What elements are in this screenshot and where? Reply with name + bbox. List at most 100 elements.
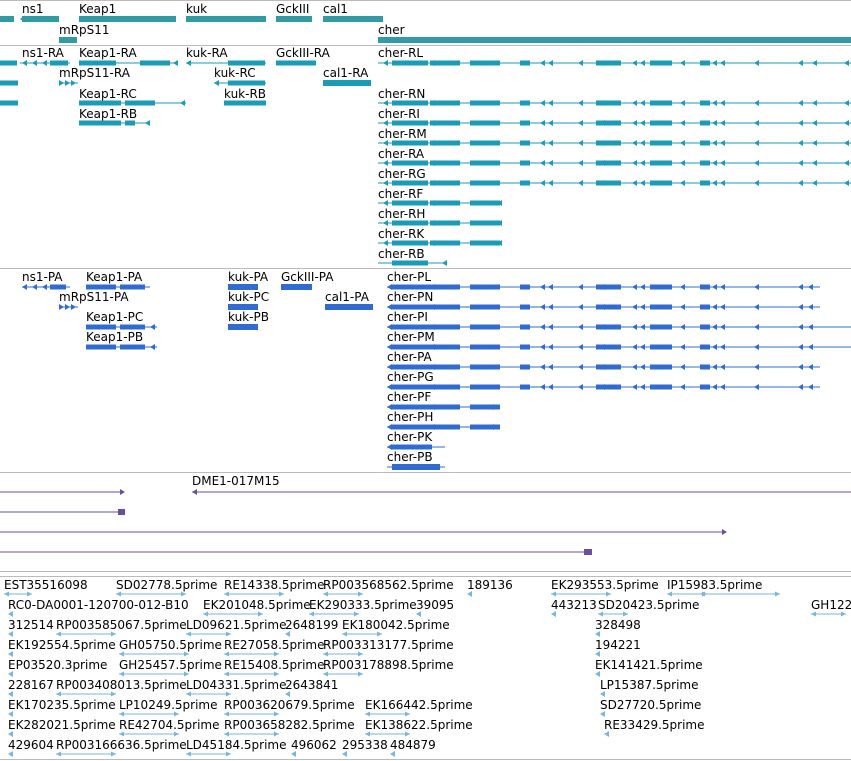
est-marker[interactable]	[119, 671, 124, 677]
protein-segment-gckiii-pa[interactable]	[281, 284, 312, 290]
transcript-strand-arrow[interactable]	[798, 60, 803, 66]
est-label[interactable]: 2648199	[285, 618, 339, 632]
est-marker[interactable]	[184, 651, 189, 657]
protein-label-cher-pb[interactable]: cher-PB	[387, 450, 433, 464]
transcript-exon[interactable]	[650, 160, 672, 166]
transcript-exon-cal1-ra[interactable]	[323, 80, 371, 86]
protein-segment[interactable]	[700, 284, 710, 290]
est-label[interactable]: 194221	[595, 638, 641, 652]
transcript-strand-arrow[interactable]	[71, 80, 76, 86]
transcript-strand-arrow[interactable]	[497, 240, 502, 246]
transcript-strand-arrow[interactable]	[632, 180, 637, 186]
protein-strand-arrow[interactable]	[720, 284, 725, 290]
protein-strand-arrow[interactable]	[578, 384, 583, 390]
est-label[interactable]: LP10249.5prime	[119, 698, 218, 712]
protein-strand-arrow[interactable]	[548, 384, 553, 390]
protein-label-cher-pi[interactable]: cher-PI	[387, 310, 428, 324]
est-marker[interactable]	[119, 731, 124, 737]
transcript-strand-arrow[interactable]	[632, 140, 637, 146]
protein-strand-arrow[interactable]	[754, 304, 759, 310]
transcript-exon[interactable]	[650, 100, 672, 106]
transcript-exon[interactable]	[700, 60, 710, 66]
est-marker[interactable]	[203, 611, 208, 617]
transcript-strand-arrow[interactable]	[640, 60, 645, 66]
protein-strand-arrow[interactable]	[32, 284, 37, 290]
protein-strand-arrow[interactable]	[150, 324, 155, 330]
protein-strand-arrow[interactable]	[808, 384, 813, 390]
est-label[interactable]: 228167	[8, 678, 54, 692]
transcript-exon[interactable]	[430, 200, 460, 206]
protein-segment[interactable]	[520, 304, 530, 310]
protein-strand-arrow[interactable]	[548, 364, 553, 370]
protein-segment[interactable]	[430, 364, 460, 370]
protein-label-ns1-pa[interactable]: ns1-PA	[22, 270, 63, 284]
transcript-strand-arrow[interactable]	[383, 180, 388, 186]
protein-strand-arrow[interactable]	[720, 364, 725, 370]
transcript-strand-arrow[interactable]	[844, 160, 849, 166]
transcript-exon[interactable]	[125, 120, 135, 126]
transcript-label-kuk-rc[interactable]: kuk-RC	[214, 66, 256, 80]
transcript-exon[interactable]	[140, 60, 170, 66]
est-marker[interactable]	[8, 731, 13, 737]
est-marker[interactable]	[600, 691, 605, 697]
transcript-exon[interactable]	[79, 60, 116, 66]
est-label[interactable]: RE15408.5prime	[224, 658, 325, 672]
transcript-strand-arrow[interactable]	[540, 160, 545, 166]
transcript-label-cher-ri[interactable]: cher-RI	[378, 107, 420, 121]
est-label[interactable]: LD45184.5prime	[186, 738, 287, 752]
protein-strand-arrow[interactable]	[808, 284, 813, 290]
protein-segment[interactable]	[430, 344, 460, 350]
transcript-strand-arrow[interactable]	[754, 100, 759, 106]
transcript-strand-arrow[interactable]	[540, 60, 545, 66]
protein-strand-arrow[interactable]	[540, 284, 545, 290]
protein-strand-arrow[interactable]	[632, 284, 637, 290]
transcript-strand-arrow[interactable]	[578, 120, 583, 126]
transcript-strand-arrow[interactable]	[720, 100, 725, 106]
est-marker[interactable]	[623, 611, 628, 617]
transcript-label-keap1-rb[interactable]: Keap1-RB	[79, 107, 138, 121]
protein-segment[interactable]	[392, 464, 440, 470]
transcript-exon[interactable]	[520, 160, 530, 166]
transcript-exon[interactable]	[392, 260, 428, 266]
transcript-exon[interactable]	[650, 140, 672, 146]
est-marker[interactable]	[8, 671, 13, 677]
est-marker[interactable]	[595, 651, 600, 657]
est-marker[interactable]	[4, 591, 9, 597]
est-label[interactable]: EK170235.5prime	[8, 698, 116, 712]
protein-strand-arrow[interactable]	[42, 284, 47, 290]
transcript-strand-arrow[interactable]	[383, 60, 388, 66]
est-label[interactable]: LD04331.5prime	[186, 678, 287, 692]
transcript-strand-arrow[interactable]	[540, 120, 545, 126]
protein-segment[interactable]	[392, 444, 432, 450]
transcript-strand-arrow[interactable]	[844, 100, 849, 106]
transcript-exon[interactable]	[430, 160, 460, 166]
est-label[interactable]: RP003313177.5prime	[323, 638, 454, 652]
transcript-strand-arrow[interactable]	[844, 60, 849, 66]
transcript-exon-kuk-rb[interactable]	[224, 100, 266, 106]
est-marker[interactable]	[775, 591, 780, 597]
protein-strand-arrow[interactable]	[150, 344, 155, 350]
transcript-exon[interactable]	[700, 160, 710, 166]
gene-label-cher[interactable]: cher	[378, 23, 405, 37]
est-label[interactable]: LP15387.5prime	[600, 678, 699, 692]
est-marker[interactable]	[186, 751, 191, 757]
protein-strand-arrow[interactable]	[798, 304, 803, 310]
transcript-strand-arrow[interactable]	[173, 60, 178, 66]
est-label[interactable]: 2643841	[285, 678, 339, 692]
est-marker[interactable]	[700, 591, 705, 597]
transcript-exon[interactable]	[470, 60, 500, 66]
est-marker[interactable]	[405, 731, 410, 737]
est-label[interactable]: RP003178898.5prime	[323, 658, 454, 672]
transcript-exon[interactable]	[392, 180, 428, 186]
transcript-strand-arrow[interactable]	[632, 100, 637, 106]
transcript-exon[interactable]	[700, 100, 710, 106]
est-label[interactable]: 496062	[291, 738, 337, 752]
protein-strand-arrow[interactable]	[578, 344, 583, 350]
transcript-exon[interactable]	[700, 140, 710, 146]
protein-segment[interactable]	[430, 324, 460, 330]
transcript-exon[interactable]	[430, 220, 460, 226]
protein-segment[interactable]	[650, 344, 672, 350]
est-marker[interactable]	[342, 751, 347, 757]
gene-glyph[interactable]	[0, 15, 5, 23]
transcript-exon[interactable]	[520, 180, 530, 186]
